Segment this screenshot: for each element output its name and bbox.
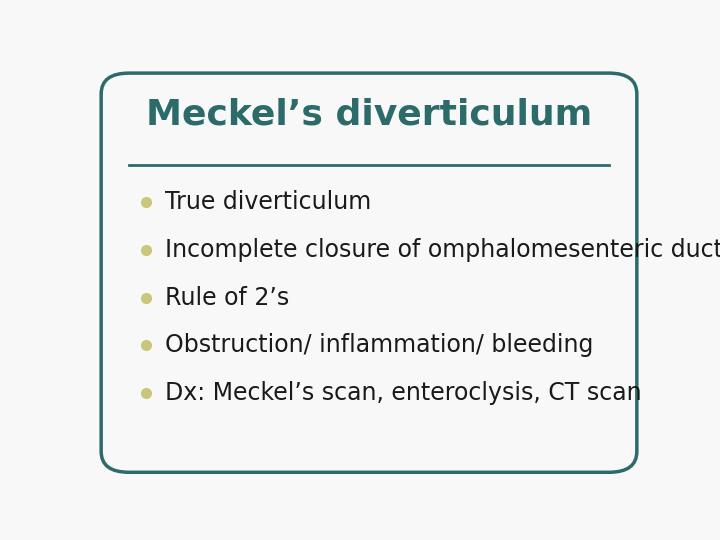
Text: Meckel’s diverticulum: Meckel’s diverticulum bbox=[145, 98, 592, 132]
Text: Rule of 2’s: Rule of 2’s bbox=[166, 286, 289, 309]
Text: Obstruction/ inflammation/ bleeding: Obstruction/ inflammation/ bleeding bbox=[166, 334, 594, 357]
Text: Incomplete closure of omphalomesenteric duct: Incomplete closure of omphalomesenteric … bbox=[166, 238, 720, 262]
Text: True diverticulum: True diverticulum bbox=[166, 190, 372, 214]
FancyBboxPatch shape bbox=[101, 73, 637, 472]
Text: Dx: Meckel’s scan, enteroclysis, CT scan: Dx: Meckel’s scan, enteroclysis, CT scan bbox=[166, 381, 642, 406]
